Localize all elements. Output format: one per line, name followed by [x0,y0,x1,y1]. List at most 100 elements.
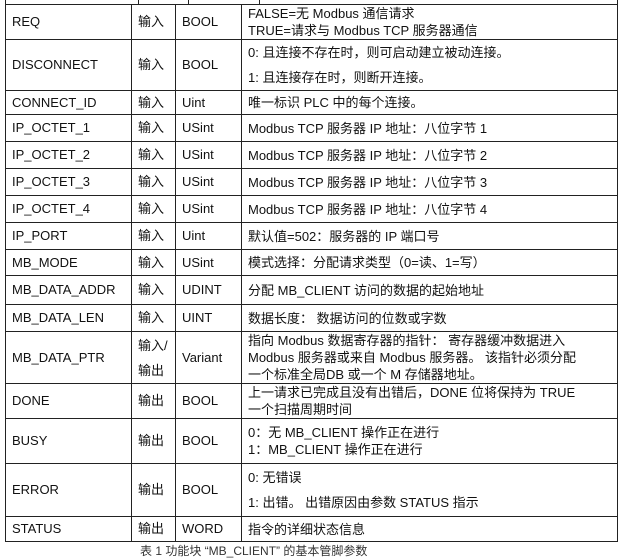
description-line: 一个扫描周期时间 [248,402,353,417]
description-line: 一个标准全局DB 或一个 M 存储器地址。 [248,367,483,382]
description-line: Modbus TCP 服务器 IP 地址：八位字节 2 [248,147,488,163]
table-row: IP_OCTET_3 输入 USint Modbus TCP 服务器 IP 地址：八位… [5,168,618,196]
param-direction: 输入 [131,275,176,305]
param-type: USint [175,249,242,276]
param-description: 默认值=502：服务器的 IP 端口号 [241,222,618,250]
border [259,0,260,5]
table-row: DISCONNECT 输入 BOOL 0: 且连接不存在时，则可启动建立被动连接。 1:… [5,39,618,91]
param-name: MB_DATA_LEN [5,304,132,332]
param-direction: 输入 [131,141,176,169]
param-type: USint [175,141,242,169]
table-row: IP_OCTET_4 输入 USint Modbus TCP 服务器 IP 地址：八位… [5,195,618,223]
table-row: IP_OCTET_1 输入 USint Modbus TCP 服务器 IP 地址：八位… [5,114,618,142]
description-line: 1: 出错。 出错原因由参数 STATUS 指示 [248,495,479,510]
param-name: DONE [5,383,132,419]
parameter-table: REQ 输入 BOOL FALSE=无 Modbus 通信请求 TRUE=请求与 Mod… [5,4,618,542]
param-direction: 输入 [131,4,176,40]
description-line: 上一请求已完成且没有出错后，DONE 位将保持为 TRUE [248,385,576,400]
param-type: USint [175,114,242,142]
param-type: BOOL [175,383,242,419]
param-description: 0: 无错误 1: 出错。 出错原因由参数 STATUS 指示 [241,463,618,517]
table-row: IP_OCTET_2 输入 USint Modbus TCP 服务器 IP 地址：八位… [5,141,618,169]
param-direction: 输出 [131,463,176,517]
description-line: Modbus 服务器或来自 Modbus 服务器。 该指针必须分配 [248,350,576,365]
param-direction: 输入/输出 [131,331,176,384]
description-line: TRUE=请求与 Modbus TCP 服务器通信 [248,23,478,38]
description-line: 指令的详细状态信息 [248,521,366,537]
param-direction: 输入 [131,168,176,196]
border [617,0,618,5]
table-row: STATUS 输出 WORD 指令的详细状态信息 [5,516,618,542]
param-description: FALSE=无 Modbus 通信请求 TRUE=请求与 Modbus TCP 服… [241,4,618,40]
table-row: MB_MODE 输入 USint 模式选择：分配请求类型（0=读、1=写） [5,249,618,276]
param-direction: 输入 [131,195,176,223]
param-description: 0: 且连接不存在时，则可启动建立被动连接。 1: 且连接存在时，则断开连接。 [241,39,618,91]
param-name: MB_DATA_ADDR [5,275,132,305]
param-direction: 输出 [131,383,176,419]
param-type: USint [175,195,242,223]
param-description: 唯一标识 PLC 中的每个连接。 [241,90,618,115]
param-type: BOOL [175,463,242,517]
table-row: IP_PORT 输入 Uint 默认值=502：服务器的 IP 端口号 [5,222,618,250]
table-row: MB_DATA_ADDR 输入 UDINT 分配 MB_CLIENT 访问的数据的起始… [5,275,618,305]
param-description: 数据长度： 数据访问的位数或字数 [241,304,618,332]
param-name: ERROR [5,463,132,517]
description-line: 0: 无错误 [248,470,302,485]
param-direction: 输入 [131,304,176,332]
param-name: IP_PORT [5,222,132,250]
description-line: 1：MB_CLIENT 操作正在进行 [248,442,423,457]
description-line: 默认值=502：服务器的 IP 端口号 [248,228,440,244]
param-type: Uint [175,90,242,115]
param-direction: 输入 [131,114,176,142]
border [138,0,139,5]
param-direction: 输入 [131,249,176,276]
table-row: MB_DATA_LEN 输入 UINT 数据长度： 数据访问的位数或字数 [5,304,618,332]
table-row: MB_DATA_PTR 输入/输出 Variant 指向 Modbus 数据寄存器的指… [5,331,618,384]
param-type: UDINT [175,275,242,305]
border [5,0,6,5]
param-type: UINT [175,304,242,332]
description-line: Modbus TCP 服务器 IP 地址：八位字节 4 [248,201,488,217]
param-type: WORD [175,516,242,542]
border [188,0,189,5]
param-description: Modbus TCP 服务器 IP 地址：八位字节 4 [241,195,618,223]
table-row: CONNECT_ID 输入 Uint 唯一标识 PLC 中的每个连接。 [5,90,618,115]
description-line: 0：无 MB_CLIENT 操作正在进行 [248,425,440,440]
description-line: Modbus TCP 服务器 IP 地址：八位字节 1 [248,120,488,136]
table-row: ERROR 输出 BOOL 0: 无错误 1: 出错。 出错原因由参数 STATUS 指… [5,463,618,517]
description-line: 模式选择：分配请求类型（0=读、1=写） [248,255,486,270]
description-line: 指向 Modbus 数据寄存器的指针： 寄存器缓冲数据进入 [248,333,566,348]
param-name: DISCONNECT [5,39,132,91]
description-line: Modbus TCP 服务器 IP 地址：八位字节 3 [248,174,488,190]
param-type: BOOL [175,39,242,91]
description-line: 唯一标识 PLC 中的每个连接。 [248,95,424,110]
param-type: BOOL [175,418,242,464]
table-caption: 表 1 功能块 “MB_CLIENT” 的基本管脚参数 [140,544,368,558]
param-type: Variant [175,331,242,384]
param-name: CONNECT_ID [5,90,132,115]
param-direction: 输出 [131,516,176,542]
param-name: IP_OCTET_4 [5,195,132,223]
param-direction: 输入 [131,90,176,115]
description-line: 分配 MB_CLIENT 访问的数据的起始地址 [248,282,484,298]
param-description: 指向 Modbus 数据寄存器的指针： 寄存器缓冲数据进入 Modbus 服务器或… [241,331,618,384]
param-type: Uint [175,222,242,250]
param-name: IP_OCTET_2 [5,141,132,169]
param-name: MB_MODE [5,249,132,276]
param-description: Modbus TCP 服务器 IP 地址：八位字节 2 [241,141,618,169]
table-row: BUSY 输出 BOOL 0：无 MB_CLIENT 操作正在进行 1：MB_CLIEN… [5,418,618,464]
param-name: IP_OCTET_3 [5,168,132,196]
param-description: Modbus TCP 服务器 IP 地址：八位字节 3 [241,168,618,196]
table-row: DONE 输出 BOOL 上一请求已完成且没有出错后，DONE 位将保持为 TRUE 一… [5,383,618,419]
table-row: REQ 输入 BOOL FALSE=无 Modbus 通信请求 TRUE=请求与 Mod… [5,4,618,40]
param-direction: 输出 [131,418,176,464]
description-line: 0: 且连接不存在时，则可启动建立被动连接。 [248,45,510,60]
param-direction: 输入 [131,39,176,91]
param-name: REQ [5,4,132,40]
param-name: IP_OCTET_1 [5,114,132,142]
param-type: BOOL [175,4,242,40]
param-description: Modbus TCP 服务器 IP 地址：八位字节 1 [241,114,618,142]
param-description: 模式选择：分配请求类型（0=读、1=写） [241,249,618,276]
param-description: 0：无 MB_CLIENT 操作正在进行 1：MB_CLIENT 操作正在进行 [241,418,618,464]
description-line: 数据长度： 数据访问的位数或字数 [248,310,447,326]
